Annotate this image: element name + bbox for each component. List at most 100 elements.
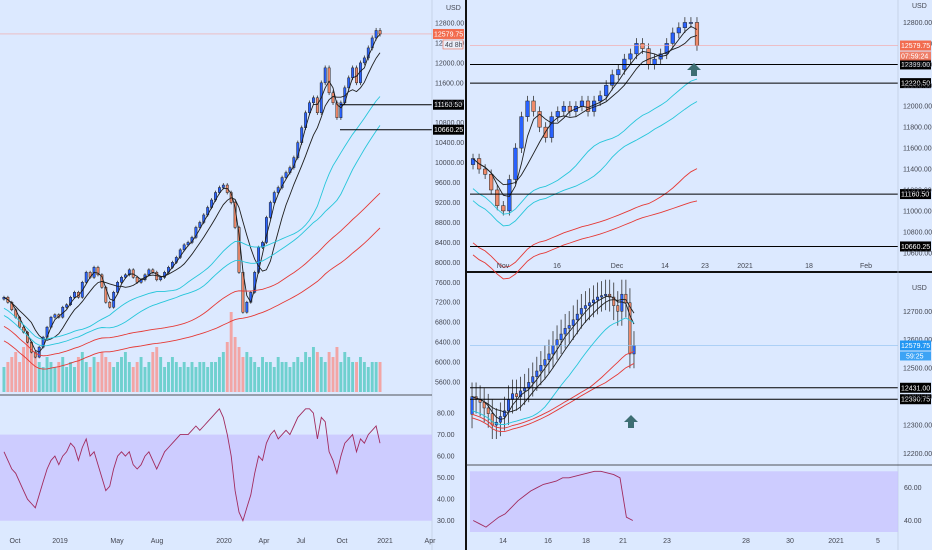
volume-bar: [10, 357, 14, 392]
volume-bar: [73, 367, 76, 392]
ma-short: [472, 25, 698, 198]
ma-red-1: [472, 168, 698, 268]
y-tick-label: 11600.00: [903, 146, 932, 153]
x-tick-label: 16: [544, 538, 552, 545]
candle-24: [563, 328, 567, 335]
x-tick-label: 2021: [828, 538, 844, 545]
candle-63: [245, 301, 249, 313]
candle-11: [531, 100, 536, 112]
volume-bar: [225, 342, 229, 392]
volume-bar: [249, 357, 253, 392]
candle-87: [339, 102, 343, 118]
level-label: 12431.00: [901, 385, 930, 392]
ma-red-2: [3, 227, 381, 370]
candle-17: [65, 304, 69, 308]
price-tag-bg: [900, 340, 931, 351]
candle-19: [543, 359, 547, 366]
volume-bar: [2, 367, 6, 392]
candle-27: [575, 313, 579, 321]
candle-18: [539, 365, 543, 372]
x-tick-label: 2020: [216, 538, 232, 545]
candle-15: [555, 111, 560, 117]
y-tick-label: 12800.00: [435, 20, 464, 27]
candle-24: [610, 74, 615, 86]
level-tag-bg: [900, 241, 931, 252]
volume-bar: [284, 362, 288, 392]
candle-73: [284, 172, 288, 178]
volume-bar: [288, 367, 292, 392]
candle-31: [652, 58, 657, 65]
volume-bar: [358, 357, 362, 392]
candle-4: [482, 402, 486, 409]
volume-bar: [96, 362, 100, 392]
volume-bar: [18, 362, 22, 392]
candle-4: [489, 174, 494, 191]
rsi-line: [3, 407, 381, 522]
volume-bar: [182, 362, 186, 392]
candle-14: [53, 314, 57, 318]
x-tick-label: Nov: [497, 263, 510, 270]
y-unit-label: USD: [446, 5, 461, 12]
candle-25: [96, 267, 100, 276]
current-price-label: 12579.75: [901, 43, 930, 50]
level-label: 12220.50: [901, 81, 930, 88]
candle-34: [670, 32, 675, 44]
volume-bar: [257, 367, 261, 392]
candle-14: [523, 387, 527, 392]
volume-bar: [80, 352, 84, 392]
candle-19: [579, 100, 585, 107]
volume-bar: [311, 347, 315, 392]
volume-bar: [139, 357, 143, 392]
rsi-y-tick-label: 80.00: [437, 411, 455, 418]
volume-bar: [29, 352, 33, 392]
x-tick-label: Dec: [611, 263, 624, 270]
volume-bar: [296, 357, 300, 392]
level-label: 11160.50: [434, 102, 462, 109]
rsi-band: [0, 434, 432, 521]
volume-bar: [300, 362, 304, 392]
candle-81: [315, 97, 319, 113]
timeframe-tag-bg: [442, 39, 464, 50]
candle-46: [178, 249, 182, 258]
candle-3: [483, 168, 488, 175]
volume-bar: [323, 362, 327, 392]
x-tick-label: 23: [701, 263, 709, 270]
candle-29: [583, 305, 587, 309]
candle-34: [604, 293, 608, 296]
x-tick-label: 14: [661, 263, 669, 270]
x-tick-label: 30: [786, 538, 794, 545]
volume-bar: [221, 352, 225, 392]
volume-bar: [198, 362, 202, 392]
volume-bar: [127, 362, 131, 392]
candle-96: [374, 30, 378, 39]
candle-8: [513, 147, 518, 180]
candle-84: [327, 67, 331, 94]
volume-bar: [143, 367, 147, 392]
candle-21: [551, 345, 555, 355]
candle-41: [159, 277, 163, 281]
level-label: 12390.75: [901, 397, 930, 404]
current-price-label: 12579.75: [901, 343, 930, 350]
candle-27: [628, 53, 633, 60]
candle-57: [221, 184, 225, 188]
volume-bar: [347, 357, 351, 392]
ma-teal-1: [471, 317, 635, 425]
countdown-label: 59:25: [906, 353, 924, 360]
rsi-y-tick-label: 70.00: [437, 432, 455, 439]
volume-bar: [304, 352, 308, 392]
volume-bar: [69, 362, 73, 392]
x-tick-label: Jul: [297, 538, 306, 545]
volume-bar: [370, 362, 374, 392]
candle-28: [579, 308, 583, 315]
candle-23: [559, 333, 563, 340]
volume-bar: [135, 362, 139, 392]
y-tick-label: 12800.00: [903, 20, 932, 27]
volume-bar: [108, 362, 112, 392]
y-unit-label: USD: [912, 285, 927, 292]
candle-40: [628, 302, 632, 355]
y-tick-label: 8000.00: [435, 260, 460, 267]
candle-17: [535, 370, 539, 377]
volume-bar: [163, 367, 167, 392]
x-tick-label: 2021: [377, 538, 393, 545]
